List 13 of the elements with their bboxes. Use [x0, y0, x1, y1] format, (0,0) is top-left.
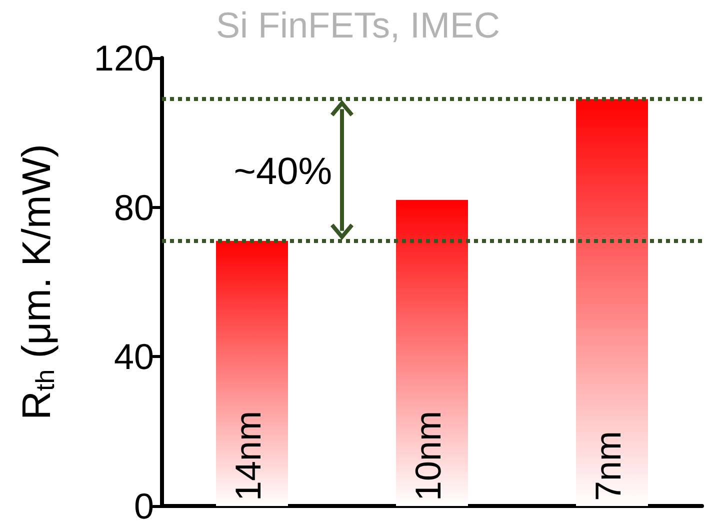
- x-tick-label: 14nm: [228, 410, 268, 501]
- y-tick-label: 0: [134, 486, 154, 524]
- bar: [576, 99, 648, 506]
- y-axis-title: Rth (μm. K/mW): [15, 144, 60, 420]
- annotation: ~40%: [234, 151, 332, 193]
- x-tick-label: 10nm: [408, 410, 448, 501]
- y-tick-label: 40: [114, 336, 154, 378]
- x-tick-label: 7nm: [588, 430, 628, 501]
- y-tick-label: 80: [114, 186, 154, 228]
- y-tick-label: 120: [94, 38, 154, 78]
- bar: [216, 240, 288, 506]
- chart-title: Si FinFETs, IMEC: [216, 4, 500, 46]
- bar: [396, 200, 468, 506]
